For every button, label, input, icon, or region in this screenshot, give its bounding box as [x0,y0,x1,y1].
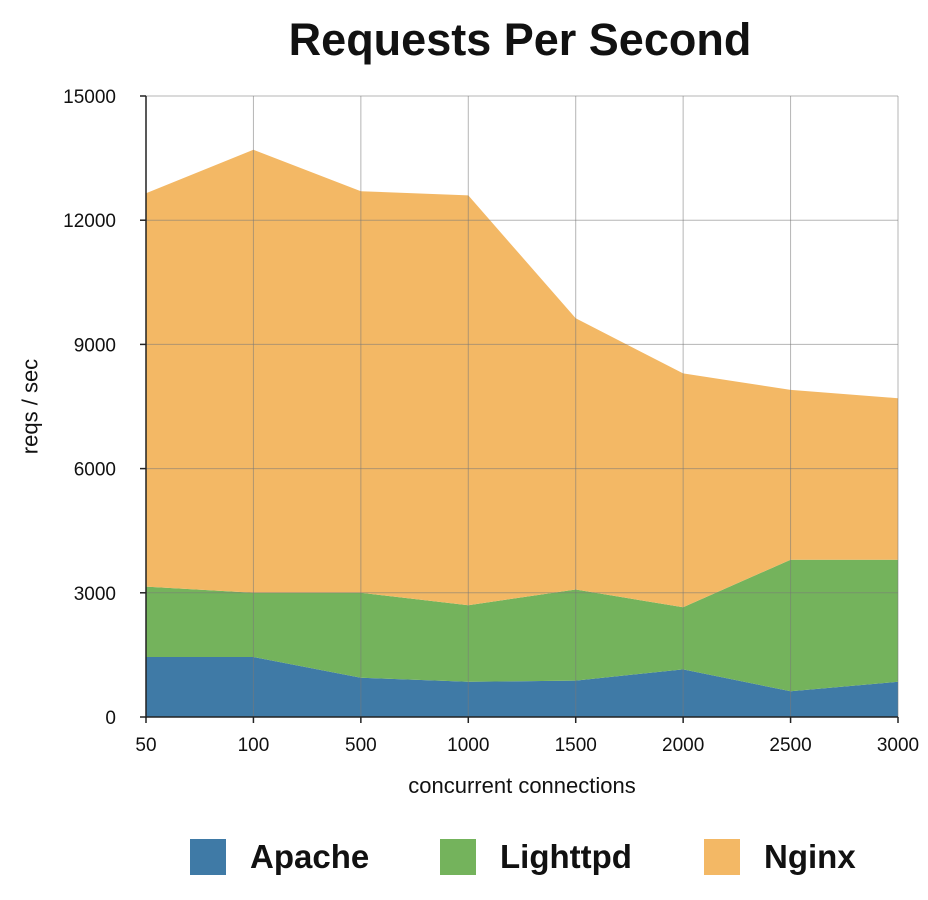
axes [140,95,899,723]
x-axis-label: concurrent connections [408,773,635,798]
x-tick-label: 2000 [662,735,704,756]
x-tick-labels: 50 100 500 1000 1500 2000 2500 3000 [135,735,919,756]
legend-swatch [440,839,476,875]
legend-item-lighttpd: Lighttpd [440,835,632,879]
chart: 50 100 500 1000 1500 2000 2500 3000 0 3000 6000 90… [18,87,919,798]
y-tick-label: 15000 [63,87,116,108]
y-tick-label: 0 [105,708,116,729]
area-nginx [146,149,898,608]
x-tick-label: 1000 [447,735,489,756]
legend-label: Nginx [764,838,856,875]
y-tick-labels: 0 3000 6000 9000 12000 15000 [63,87,116,729]
y-tick-label: 9000 [74,335,116,356]
x-tick-label: 500 [345,735,377,756]
plot-areas [146,149,898,717]
legend: Apache Lighttpd Nginx [0,835,928,879]
legend-swatch [190,839,226,875]
y-axis-label: reqs / sec [18,359,43,454]
x-tick-label: 3000 [877,735,919,756]
legend-item-nginx: Nginx [704,835,856,879]
area-apache [146,657,898,717]
legend-item-apache: Apache [190,835,369,879]
chart-title: Requests Per Second [288,14,752,65]
y-tick-label: 3000 [74,584,116,605]
legend-label: Lighttpd [500,838,632,875]
x-tick-label: 50 [135,735,156,756]
legend-label: Apache [250,838,370,875]
x-tick-label: 2500 [769,735,811,756]
x-tick-label: 100 [238,735,270,756]
y-tick-label: 6000 [74,460,116,481]
x-tick-label: 1500 [555,735,597,756]
area-lighttpd [146,559,898,692]
y-tick-label: 12000 [63,211,116,232]
legend-swatch [704,839,740,875]
